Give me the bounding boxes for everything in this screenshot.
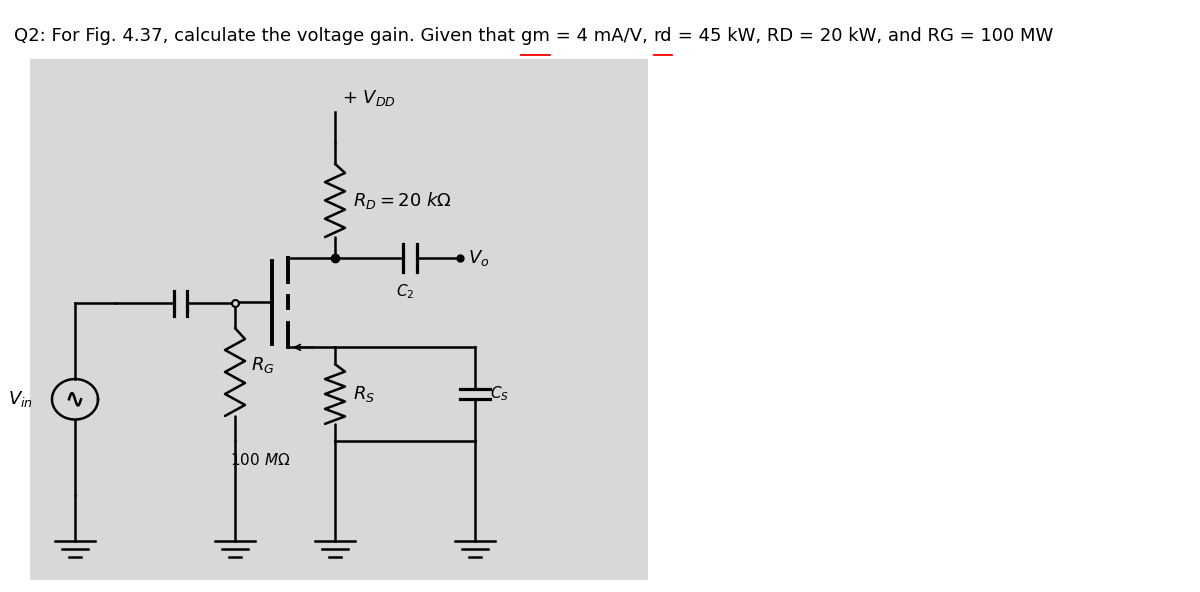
Text: $+\ V_{DD}$: $+\ V_{DD}$ <box>342 88 396 108</box>
Text: $R_S$: $R_S$ <box>353 384 376 404</box>
Text: Q2: For Fig. 4.37, calculate the voltage gain. Given that: Q2: For Fig. 4.37, calculate the voltage… <box>14 27 521 44</box>
Text: = 4 mA/V,: = 4 mA/V, <box>550 27 654 44</box>
Text: $C_2$: $C_2$ <box>396 282 414 301</box>
Text: rd: rd <box>654 27 672 44</box>
Text: $V_{in}$: $V_{in}$ <box>8 390 34 409</box>
Text: = 45 kW, RD = 20 kW, and RG = 100 MW: = 45 kW, RD = 20 kW, and RG = 100 MW <box>672 27 1054 44</box>
Text: $100\ M\Omega$: $100\ M\Omega$ <box>230 452 290 468</box>
Text: $R_D = 20\ k\Omega$: $R_D = 20\ k\Omega$ <box>353 190 452 211</box>
Text: gm: gm <box>521 27 550 44</box>
Text: $C_S$: $C_S$ <box>490 385 509 403</box>
Text: $V_o$: $V_o$ <box>468 247 490 268</box>
Text: $R_G$: $R_G$ <box>251 355 275 375</box>
